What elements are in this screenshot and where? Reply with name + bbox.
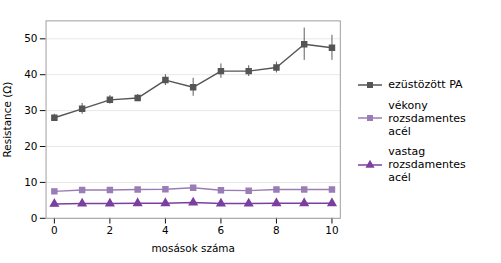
html-text:vastag rozsdamentes acél: vastag rozsdamentes acél xyxy=(388,145,466,185)
svg-text:10: 10 xyxy=(24,176,37,188)
svg-text:40: 40 xyxy=(24,68,37,80)
svg-text:8: 8 xyxy=(273,224,280,236)
svg-text:50: 50 xyxy=(24,32,37,44)
svg-text:10: 10 xyxy=(325,224,338,236)
svg-text:4: 4 xyxy=(162,224,169,236)
svg-text:6: 6 xyxy=(218,224,225,236)
svg-text:2: 2 xyxy=(107,224,114,236)
html-text:ezüstözött PA: ezüstözött PA xyxy=(388,78,463,92)
svg-text:Resistance (Ω): Resistance (Ω) xyxy=(1,82,13,158)
svg-text:0: 0 xyxy=(31,212,38,224)
html-text:vékony rozsdamentes acél: vékony rozsdamentes acél xyxy=(388,98,466,138)
svg-text:mosások száma: mosások száma xyxy=(151,242,234,254)
svg-text:0: 0 xyxy=(51,224,58,236)
svg-text:30: 30 xyxy=(24,104,37,116)
svg-text:20: 20 xyxy=(24,140,37,152)
